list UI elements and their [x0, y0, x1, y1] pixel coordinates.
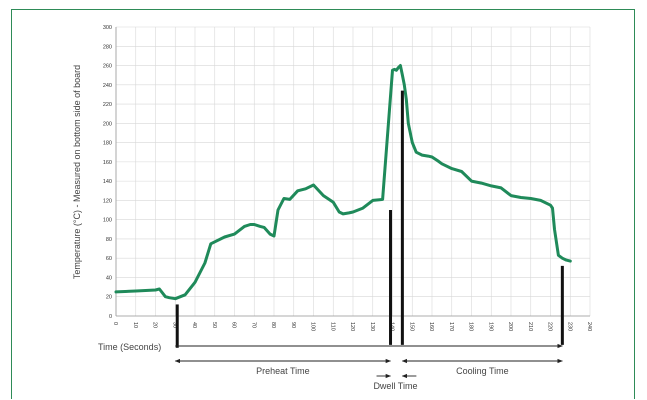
y-tick-label: 300 — [103, 25, 112, 31]
x-tick-label: 220 — [547, 322, 553, 331]
x-tick-label: 10 — [132, 322, 138, 328]
x-tick-label: 80 — [270, 322, 276, 328]
y-axis-label: Temperature (°C) - Measured on bottom si… — [72, 65, 82, 279]
y-tick-label: 0 — [109, 314, 112, 320]
x-tick-label: 240 — [586, 322, 592, 331]
x-tick-labels: 0102030405060708090100110120130140150160… — [112, 322, 592, 331]
x-tick-label: 110 — [329, 322, 335, 331]
x-tick-label: 180 — [468, 322, 474, 331]
x-tick-label: 200 — [507, 322, 513, 331]
y-tick-label: 40 — [106, 275, 112, 281]
y-tick-label: 160 — [103, 160, 112, 166]
y-tick-label: 80 — [106, 237, 112, 243]
x-tick-label: 160 — [428, 322, 434, 331]
x-tick-label: 210 — [527, 322, 533, 331]
x-tick-label: 60 — [231, 322, 237, 328]
y-tick-label: 240 — [103, 83, 112, 89]
y-tick-label: 280 — [103, 44, 112, 50]
y-tick-labels: 0 20 40 60 80 100 120 140 160 180 200 220 240 260 280 3… — [103, 25, 112, 320]
chart-frame — [11, 9, 635, 399]
y-tick-label: 60 — [106, 256, 112, 262]
x-tick-label: 30 — [171, 322, 177, 328]
x-tick-label: 130 — [369, 322, 375, 331]
grid-lines — [115, 26, 591, 317]
x-axis-label: Time (Seconds) — [98, 342, 161, 352]
annotation-arrows: Preheat Time Cooling Time Dwell Time — [174, 343, 563, 391]
x-tick-label: 120 — [349, 322, 355, 331]
y-tick-label: 120 — [103, 198, 112, 204]
series-group — [114, 64, 572, 301]
y-tick-label: 260 — [103, 64, 112, 70]
dwell-label: Dwell Time — [373, 381, 417, 391]
y-tick-label: 220 — [103, 102, 112, 108]
y-tick-label: 140 — [103, 179, 112, 185]
x-tick-label: 40 — [191, 322, 197, 328]
x-tick-label: 20 — [152, 322, 158, 328]
x-tick-label: 190 — [487, 322, 493, 331]
y-tick-label: 180 — [103, 141, 112, 147]
x-tick-label: 230 — [566, 322, 572, 331]
marker-lines — [175, 90, 564, 348]
x-tick-label: 100 — [310, 322, 316, 331]
cooling-label: Cooling Time — [456, 366, 509, 376]
y-tick-label: 20 — [106, 295, 112, 301]
x-tick-label: 50 — [211, 322, 217, 328]
x-tick-label: 70 — [250, 322, 256, 328]
x-tick-label: 0 — [112, 322, 118, 325]
x-tick-label: 150 — [408, 322, 414, 331]
x-tick-label: 170 — [448, 322, 454, 331]
y-tick-label: 100 — [103, 218, 112, 224]
preheat-label: Preheat Time — [256, 366, 310, 376]
x-tick-label: 90 — [290, 322, 296, 328]
y-tick-label: 200 — [103, 121, 112, 127]
temperature-series-line — [114, 64, 572, 301]
